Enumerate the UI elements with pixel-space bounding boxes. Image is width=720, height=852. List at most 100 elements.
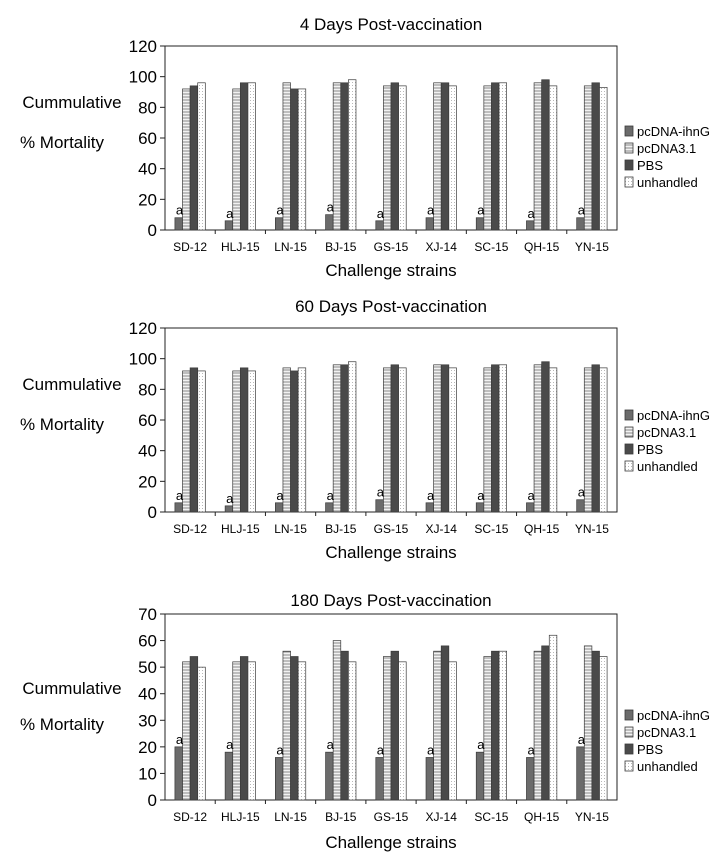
legend-label: pcDNA-ihnG [637,408,710,423]
bar-pbs [189,367,199,513]
x-tick-label: BJ-15 [325,240,357,254]
bar-pbs [239,656,249,801]
significance-label: a [427,742,435,757]
bar-pcdna3-1 [182,88,191,231]
legend-label: unhandled [637,175,698,190]
bar-pcdna-ihng [475,751,485,801]
significance-label: a [477,488,485,503]
y-axis-label: % Mortality [20,715,105,734]
bar-unhandled [448,367,457,513]
legend-swatch [624,409,634,421]
bar-unhandled [548,634,558,801]
legend-label: pcDNA3.1 [637,725,696,740]
x-tick-label: XJ-14 [426,240,458,254]
x-tick-label: QH-15 [524,522,560,536]
bar-unhandled [297,88,307,231]
bar-pcdna-ihng [224,505,234,513]
y-axis-label: Cummulative [22,679,121,698]
bar-pcdna-ihng [275,502,284,513]
x-tick-label: GS-15 [374,522,409,536]
bar-pcdna3-1 [332,82,342,231]
bar-unhandled [498,364,507,513]
bar-pbs [541,645,550,801]
bar-pbs [239,82,249,231]
x-tick-label: SD-12 [173,810,207,824]
significance-label: a [276,742,284,757]
significance-label: a [276,488,284,503]
significance-label: a [377,206,385,221]
bar-pbs [290,370,299,513]
legend-swatch [624,443,634,455]
x-axis-label: Challenge strains [325,833,456,852]
significance-label: a [377,485,385,500]
bar-pbs [390,650,399,801]
chart-panel-2: 60 Days Post-vaccination 0 20 40 60 80 100 120 C… [20,297,710,562]
chart-title: 180 Days Post-vaccination [290,591,491,610]
significance-label: a [477,203,485,218]
significance-label: a [578,203,586,218]
y-tick-label: 0 [148,503,157,522]
bar-pcdna3-1 [433,364,442,513]
x-tick-label: GS-15 [374,810,409,824]
bar-pcdna-ihng [325,214,334,231]
chart-panel-1: 4 Days Post-vaccination 0 20 40 60 80 100 120 Cu… [20,15,710,280]
x-tick-label: LN-15 [274,240,307,254]
bar-unhandled [599,367,608,513]
bar-pcdna3-1 [232,88,241,231]
legend-swatch [624,142,634,154]
bar-pbs [591,82,600,231]
y-tick-label: 60 [138,632,157,651]
bar-unhandled [348,661,357,801]
bar-pcdna-ihng [526,220,535,231]
bar-pcdna3-1 [383,367,392,513]
y-tick-label: 10 [138,764,157,783]
bar-pbs [239,367,249,513]
bar-unhandled [398,661,407,801]
bar-pbs [440,645,450,801]
bar-unhandled [247,370,256,513]
bar-pcdna3-1 [182,661,191,801]
significance-label: a [226,491,234,506]
bar-pcdna-ihng [475,502,485,513]
bar-pcdna-ihng [375,499,384,513]
significance-label: a [276,203,284,218]
legend-label: unhandled [637,459,698,474]
y-tick-label: 60 [138,129,157,148]
bar-pbs [591,364,600,513]
bar-pbs [541,361,550,513]
y-tick-label: 120 [129,319,157,338]
significance-label: a [176,732,184,747]
bar-pbs [440,82,450,231]
bar-pcdna-ihng [325,502,334,513]
bar-pcdna3-1 [533,650,543,801]
bar-pcdna-ihng [475,217,485,231]
significance-label: a [578,732,586,747]
x-axis-label: Challenge strains [325,543,456,562]
x-tick-label: SC-15 [474,810,508,824]
legend-swatch [624,125,634,137]
legend-label: pcDNA-ihnG [637,708,710,723]
significance-label: a [327,737,335,752]
legend-swatch [624,426,634,438]
bar-pcdna3-1 [383,85,392,231]
x-tick-label: SC-15 [474,240,508,254]
x-tick-label: SC-15 [474,522,508,536]
bar-unhandled [197,666,206,801]
y-tick-label: 40 [138,685,157,704]
bar-unhandled [297,661,307,801]
x-axis-label: Challenge strains [325,261,456,280]
y-tick-label: 80 [138,98,157,117]
bar-pcdna-ihng [576,217,585,231]
bar-pcdna-ihng [224,220,234,231]
bar-pcdna-ihng [325,751,334,801]
x-tick-label: LN-15 [274,522,307,536]
significance-label: a [176,488,184,503]
bar-pbs [340,650,349,801]
x-tick-label: YN-15 [575,240,609,254]
x-tick-label: HLJ-15 [221,810,260,824]
legend-label: PBS [637,742,663,757]
bar-unhandled [247,661,256,801]
bar-unhandled [398,85,407,231]
bar-pcdna-ihng [425,217,434,231]
bar-pbs [390,364,399,513]
